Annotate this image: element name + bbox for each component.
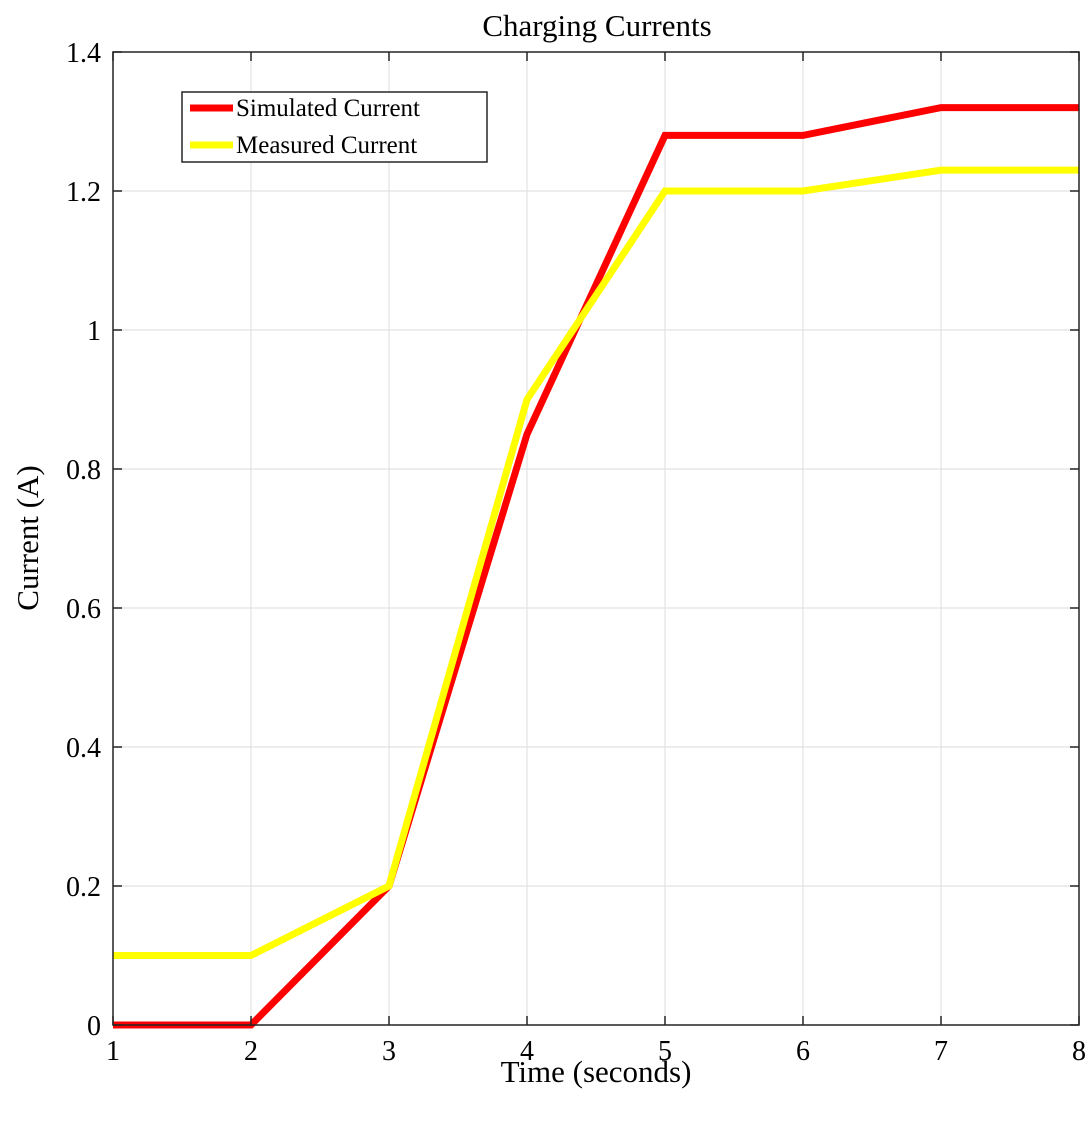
y-tick-label: 0.2: [66, 872, 101, 903]
series-lines: [113, 104, 1079, 1029]
y-axis-title: Current (A): [10, 465, 45, 610]
x-axis-title: Time (seconds): [501, 1054, 692, 1089]
y-tick-label: 1: [87, 316, 101, 347]
legend-box: [181, 91, 488, 163]
y-tick-label: 0.6: [66, 594, 101, 625]
axis-ticks: 1 2 3 4 5 6 7 8 0 0.2 0.4 0.6 0.8 1 1.2 1.4: [66, 38, 1086, 1067]
x-tick-label: 8: [1072, 1036, 1086, 1067]
x-tick-label: 3: [382, 1036, 396, 1067]
legend-label-simulated: Simulated Current: [236, 95, 420, 122]
series-line-simulated: [113, 104, 1079, 1029]
y-tick-label: 0.8: [66, 455, 101, 486]
legend: Simulated Current Measured Current: [181, 91, 488, 163]
x-tick-label: 7: [934, 1036, 948, 1067]
y-tick-label: 0: [87, 1011, 101, 1042]
legend-label-measured: Measured Current: [236, 132, 417, 159]
series-line-measured: [113, 166, 1079, 959]
x-tick-label: 1: [106, 1036, 120, 1067]
x-tick-label: 5: [658, 1036, 672, 1067]
y-tick-label: 1.4: [66, 38, 101, 69]
plot-frame: [112, 51, 1080, 1026]
grid: [112, 51, 1080, 1026]
y-tick-label: 1.2: [66, 177, 101, 208]
x-tick-label: 6: [796, 1036, 810, 1067]
chart-title: Charging Currents: [482, 8, 711, 43]
x-tick-label: 4: [520, 1036, 534, 1067]
y-tick-label: 0.4: [66, 733, 101, 764]
x-tick-label: 2: [244, 1036, 258, 1067]
